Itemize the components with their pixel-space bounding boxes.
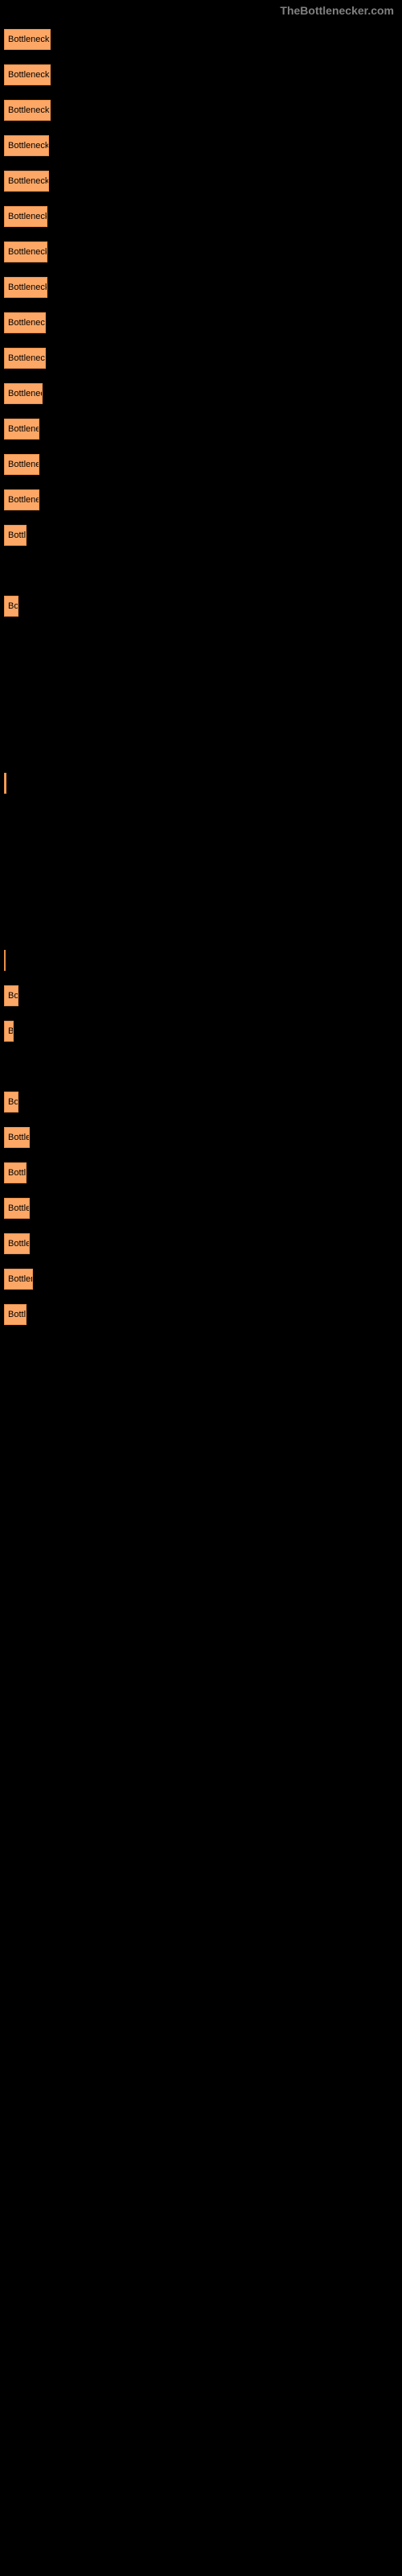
chart-bar[interactable]: Bottl	[4, 1162, 27, 1183]
bar-row	[4, 914, 398, 935]
chart-bar[interactable]: Bottleneck r	[4, 277, 47, 298]
chart-bar[interactable]: Bottlen	[4, 1269, 33, 1290]
bar-row	[4, 1056, 398, 1077]
bar-row: Bottlenec	[4, 419, 398, 440]
bar-row: Bo	[4, 985, 398, 1006]
chart-bar[interactable]: Bottle	[4, 1233, 30, 1254]
chart-bar[interactable]: Bottleneck r	[4, 206, 47, 227]
bar-row: Bottlenec	[4, 489, 398, 510]
bar-row: Bottleneck r	[4, 242, 398, 262]
bar-row	[4, 631, 398, 652]
bar-row	[4, 702, 398, 723]
chart-bar[interactable]: Bottle	[4, 1198, 30, 1219]
chart-bar[interactable]: Bottleneck r	[4, 348, 46, 369]
chart-bar[interactable]: Bottl	[4, 525, 27, 546]
bar-row: Bottle	[4, 1198, 398, 1219]
bar-row: Bottle	[4, 1233, 398, 1254]
bar-row: Bottleneck r	[4, 312, 398, 333]
bar-row: Bottle	[4, 1127, 398, 1148]
chart-bar[interactable]: Bottleneck r	[4, 312, 46, 333]
bar-row: Bottleneck r	[4, 277, 398, 298]
chart-bar[interactable]: Bottleneck re	[4, 135, 49, 156]
chart-bar[interactable]	[4, 773, 6, 794]
bar-row: Bottl	[4, 1162, 398, 1183]
bar-row: Bottlen	[4, 1269, 398, 1290]
bar-row	[4, 667, 398, 687]
chart-bar[interactable]: Bottle	[4, 1127, 30, 1148]
chart-bar[interactable]: Bo	[4, 1092, 18, 1113]
bar-row: Bottl	[4, 1304, 398, 1325]
chart-bar[interactable]: Bo	[4, 596, 18, 617]
chart-bar[interactable]: Bo	[4, 985, 18, 1006]
bar-row: Bottleneck	[4, 383, 398, 404]
bar-row: Bottleneck re	[4, 64, 398, 85]
bar-row: Bottleneck re	[4, 135, 398, 156]
bar-row: Bottleneck re	[4, 100, 398, 121]
chart-bar[interactable]: Bottleneck re	[4, 64, 51, 85]
bar-row	[4, 560, 398, 581]
chart-bar[interactable]	[4, 950, 6, 971]
bar-row: Bottleneck r	[4, 206, 398, 227]
bar-row	[4, 950, 398, 971]
bar-row	[4, 879, 398, 900]
chart-bar[interactable]: Bottlenec	[4, 489, 39, 510]
chart-bar[interactable]: Bottleneck re	[4, 29, 51, 50]
chart-bar[interactable]: B	[4, 1021, 14, 1042]
bar-row	[4, 844, 398, 865]
bar-row: Bottleneck r	[4, 348, 398, 369]
chart-bar[interactable]: Bottl	[4, 1304, 27, 1325]
bar-row: Bo	[4, 1092, 398, 1113]
bar-row	[4, 773, 398, 794]
bar-row	[4, 737, 398, 758]
bar-row: Bottleneck re	[4, 171, 398, 192]
bar-row: B	[4, 1021, 398, 1042]
chart-bar[interactable]: Bottlenec	[4, 419, 39, 440]
bar-row: Bottl	[4, 525, 398, 546]
site-name: TheBottlenecker.com	[280, 4, 394, 17]
site-header: TheBottlenecker.com	[0, 0, 402, 21]
bar-chart: Bottleneck re Bottleneck re Bottleneck re B…	[0, 21, 402, 1348]
bar-row	[4, 808, 398, 829]
chart-bar[interactable]: Bottleneck re	[4, 171, 49, 192]
chart-bar[interactable]: Bottleneck re	[4, 100, 51, 121]
bar-row: Bottlenec	[4, 454, 398, 475]
chart-bar[interactable]: Bottlenec	[4, 454, 39, 475]
bar-row: Bo	[4, 596, 398, 617]
chart-bar[interactable]: Bottleneck r	[4, 242, 47, 262]
bar-row: Bottleneck re	[4, 29, 398, 50]
chart-bar[interactable]: Bottleneck	[4, 383, 43, 404]
